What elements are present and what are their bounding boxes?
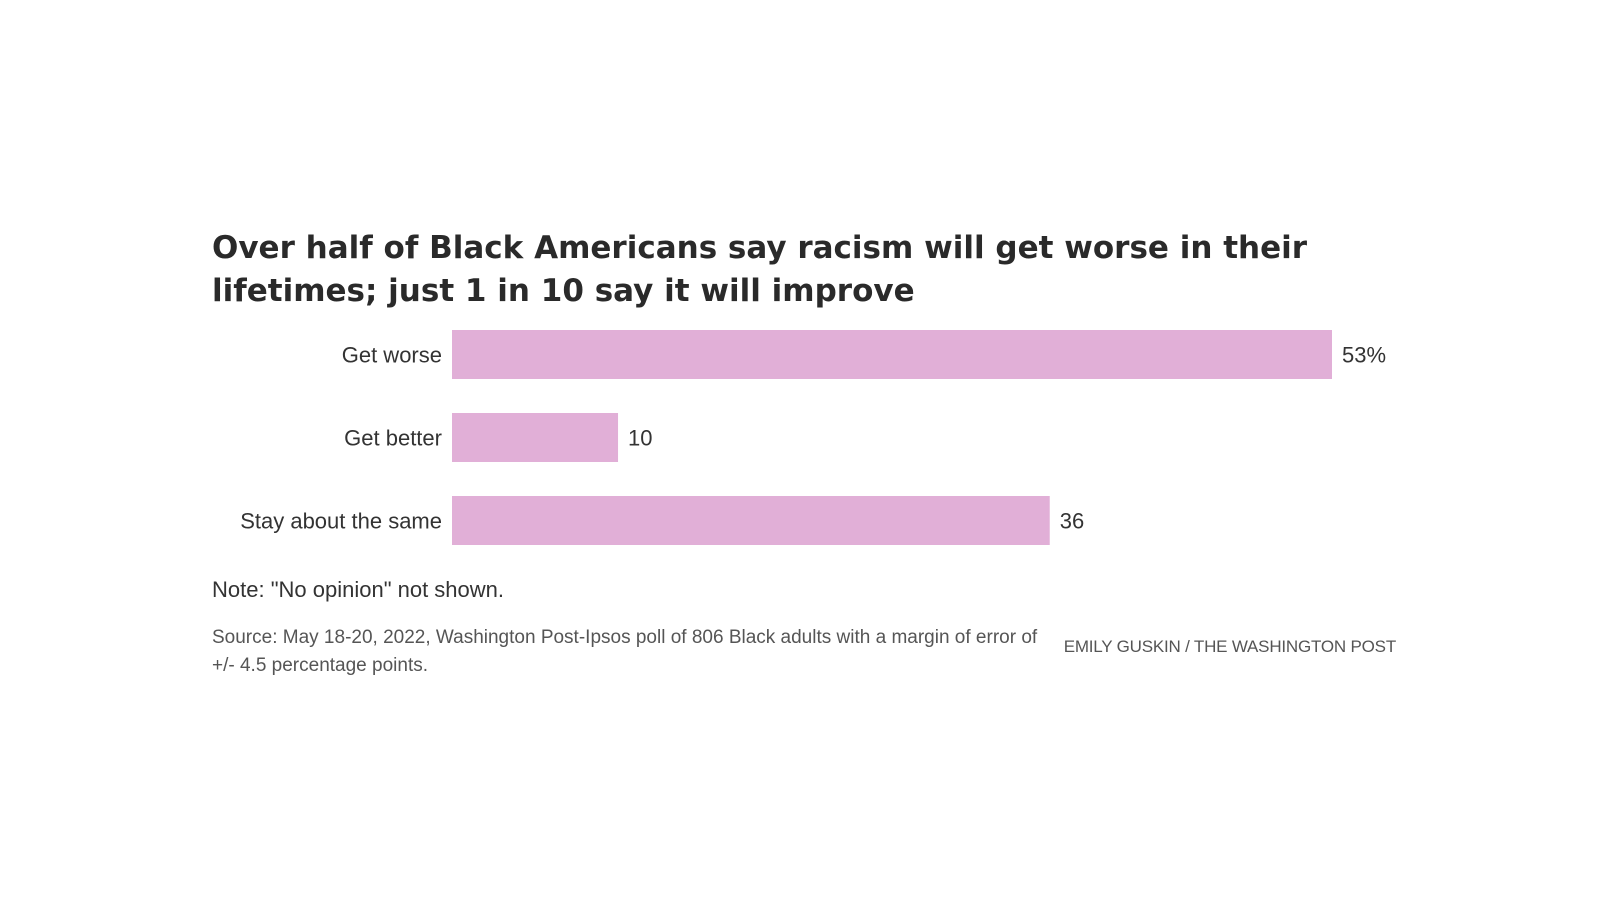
chart-credit: EMILY GUSKIN / THE WASHINGTON POST bbox=[1063, 637, 1397, 656]
data-label: 36 bbox=[1060, 509, 1084, 534]
chart-source: Source: May 18-20, 2022, Washington Post… bbox=[212, 627, 1038, 676]
bar bbox=[452, 496, 1050, 545]
data-label: 10 bbox=[628, 426, 652, 451]
category-label: Stay about the same bbox=[240, 509, 442, 534]
chart-note: Note: "No opinion" not shown. bbox=[212, 577, 505, 602]
bar bbox=[452, 413, 619, 462]
category-label: Get better bbox=[344, 426, 442, 451]
chart-title: Over half of Black Americans say racism … bbox=[212, 230, 1308, 309]
bar bbox=[452, 330, 1332, 379]
category-label: Get worse bbox=[342, 343, 442, 368]
data-label: 53% bbox=[1342, 343, 1386, 368]
